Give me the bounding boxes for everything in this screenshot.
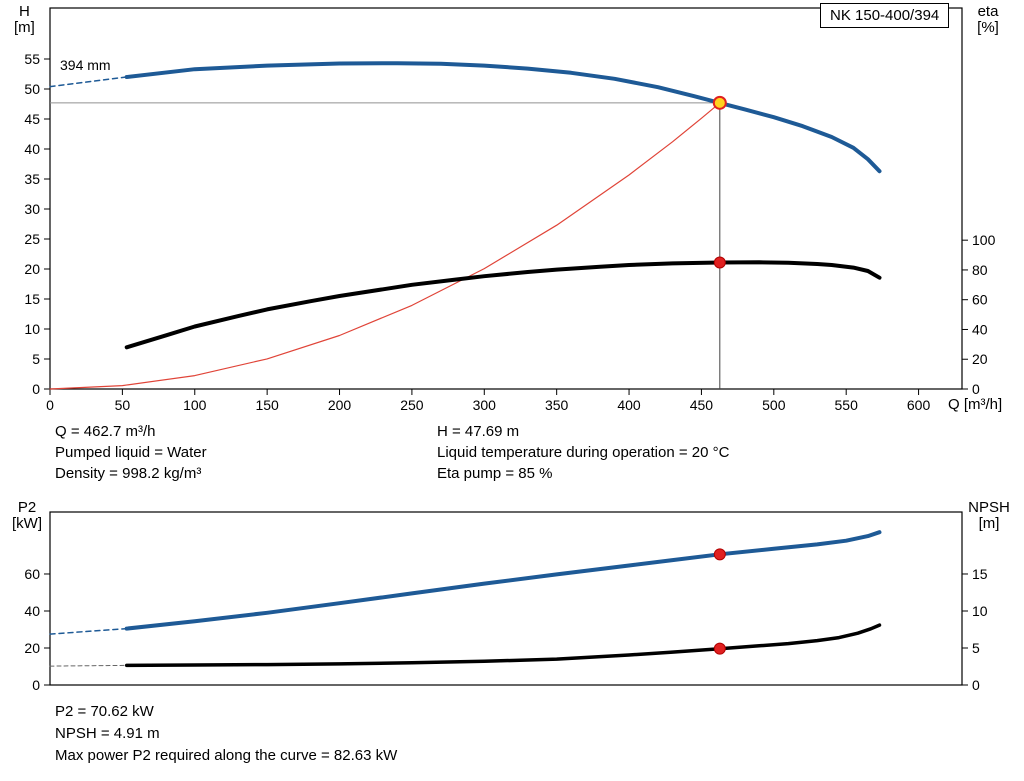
p2-npsh-chart-svg: 0 20 40 60 0 5 10 15	[24, 511, 988, 693]
q-axis-title: Q [m³/h]	[948, 396, 1003, 413]
eta-point	[713, 256, 726, 269]
head-curve	[124, 61, 882, 174]
npsh-curve	[124, 623, 882, 668]
y-left-tick-label: 10	[24, 321, 40, 337]
density-value: Density = 998.2 kg/m³	[55, 465, 202, 482]
x-tick-label: 0	[46, 397, 54, 413]
y-left-tick-label: 45	[24, 111, 40, 127]
x-tick-label: 150	[255, 397, 279, 413]
p2-axis-title: P2 [kW]	[4, 500, 50, 532]
npsh-curve-extrapolated	[49, 664, 128, 667]
y-right-tick-label: 60	[972, 292, 988, 308]
x-tick-label: 100	[183, 397, 207, 413]
x-tick-label: 600	[907, 397, 931, 413]
y-left-tick-label: 60	[24, 566, 40, 582]
flow-value: Q = 462.7 m³/h	[55, 423, 156, 440]
npsh-axis-title: NPSH [m]	[962, 500, 1016, 532]
head-curve-extrapolated	[49, 76, 128, 88]
y-right-tick-label: 5	[972, 640, 980, 656]
y-right-tick-label: 100	[972, 232, 996, 248]
y-left-tick-label: 20	[24, 640, 40, 656]
y-right-tick-label: 40	[972, 321, 988, 337]
x-tick-label: 550	[835, 397, 859, 413]
y-left-tick-label: 20	[24, 261, 40, 277]
plot-frame	[49, 511, 963, 686]
y-left-tick-label: 55	[24, 51, 40, 67]
plot-frame	[49, 7, 963, 390]
x-tick-label: 500	[762, 397, 786, 413]
y-right-tick-label: 20	[972, 351, 988, 367]
p2-axis-title-symbol: P2	[17, 499, 37, 516]
eta-axis-title: eta [%]	[966, 4, 1010, 36]
y-left-tick-label: 40	[24, 603, 40, 619]
npsh-axis-title-unit: [m]	[978, 515, 1000, 532]
x-tick-label: 300	[473, 397, 497, 413]
y-left-tick-label: 50	[24, 81, 40, 97]
y-left-tick-label: 30	[24, 201, 40, 217]
y-left-tick-label: 35	[24, 171, 40, 187]
y-left-tick-label: 0	[32, 677, 40, 693]
p2-curve	[124, 530, 882, 631]
npsh-axis-title-symbol: NPSH	[968, 499, 1010, 516]
pumped-liquid-value: Pumped liquid = Water	[55, 444, 207, 461]
npsh-value: NPSH = 4.91 m	[55, 725, 160, 742]
p2-curve-extrapolated	[49, 627, 128, 635]
p2-point	[713, 548, 726, 561]
h-axis-title-unit: [m]	[14, 19, 35, 36]
y-left-tick-label: 15	[24, 291, 40, 307]
x-tick-label: 450	[690, 397, 714, 413]
hq-eta-chart-svg: 0 50 100 150 200 250 300 350 400 450 500 550 6000510…	[24, 7, 996, 413]
h-axis-title: H [m]	[14, 4, 35, 36]
system-curve	[49, 102, 721, 390]
x-tick-label: 250	[400, 397, 424, 413]
y-left-tick-label: 0	[32, 381, 40, 397]
p2-axis-title-unit: [kW]	[12, 515, 42, 532]
y-right-tick-label: 10	[972, 603, 988, 619]
pump-model-box: NK 150-400/394	[820, 3, 950, 28]
x-tick-label: 400	[617, 397, 641, 413]
result-info-block: P2 = 70.62 kW NPSH = 4.91 m Max power P2…	[55, 701, 397, 767]
x-tick-label: 50	[115, 397, 131, 413]
impeller-diameter-label: 394 mm	[60, 57, 111, 73]
eta-curve	[124, 260, 882, 350]
duty-info-block: Q = 462.7 m³/h H = 47.69 m Pumped liquid…	[55, 423, 729, 486]
p2-value: P2 = 70.62 kW	[55, 703, 154, 720]
y-left-tick-label: 40	[24, 141, 40, 157]
max-power-value: Max power P2 required along the curve = …	[55, 747, 398, 764]
head-value: H = 47.69 m	[437, 423, 520, 440]
y-right-tick-label: 15	[972, 566, 988, 582]
x-tick-label: 350	[545, 397, 569, 413]
liquid-temperature-value: Liquid temperature during operation = 20…	[437, 444, 730, 461]
h-axis-title-symbol: H	[19, 3, 30, 20]
y-right-tick-label: 0	[972, 381, 980, 397]
duty-point	[712, 95, 727, 110]
x-tick-label: 200	[328, 397, 352, 413]
npsh-point	[713, 642, 726, 655]
eta-axis-title-symbol: eta	[977, 3, 999, 20]
y-right-tick-label: 80	[972, 262, 988, 278]
eta-pump-value: Eta pump = 85 %	[437, 465, 553, 482]
eta-axis-title-unit: [%]	[977, 19, 999, 36]
y-left-tick-label: 25	[24, 231, 40, 247]
y-right-tick-label: 0	[972, 677, 980, 693]
y-left-tick-label: 5	[32, 351, 40, 367]
